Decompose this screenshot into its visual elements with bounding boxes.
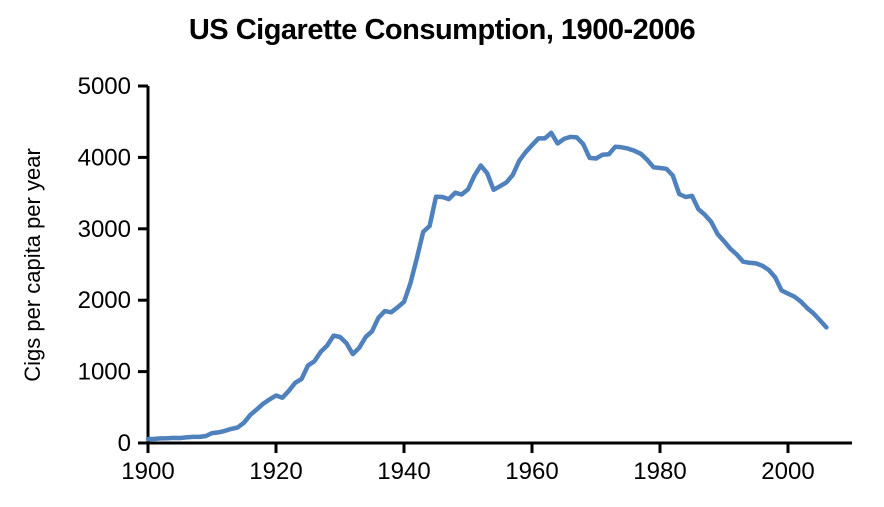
x-tick-label: 1980	[633, 458, 686, 485]
x-tick-label: 2000	[761, 458, 814, 485]
x-tick-label: 1920	[249, 458, 302, 485]
x-tick-label: 1940	[377, 458, 430, 485]
y-tick-label: 1000	[78, 359, 131, 386]
x-tick-label: 1900	[121, 458, 174, 485]
x-tick-label: 1960	[505, 458, 558, 485]
y-tick-label: 0	[118, 430, 131, 457]
consumption-line-series	[145, 130, 829, 442]
y-tick-label: 2000	[78, 287, 131, 314]
y-tick-label: 3000	[78, 216, 131, 243]
chart-title: US Cigarette Consumption, 1900-2006	[188, 14, 696, 46]
y-tick-label: 5000	[78, 73, 131, 100]
y-tick-label: 4000	[78, 144, 131, 171]
